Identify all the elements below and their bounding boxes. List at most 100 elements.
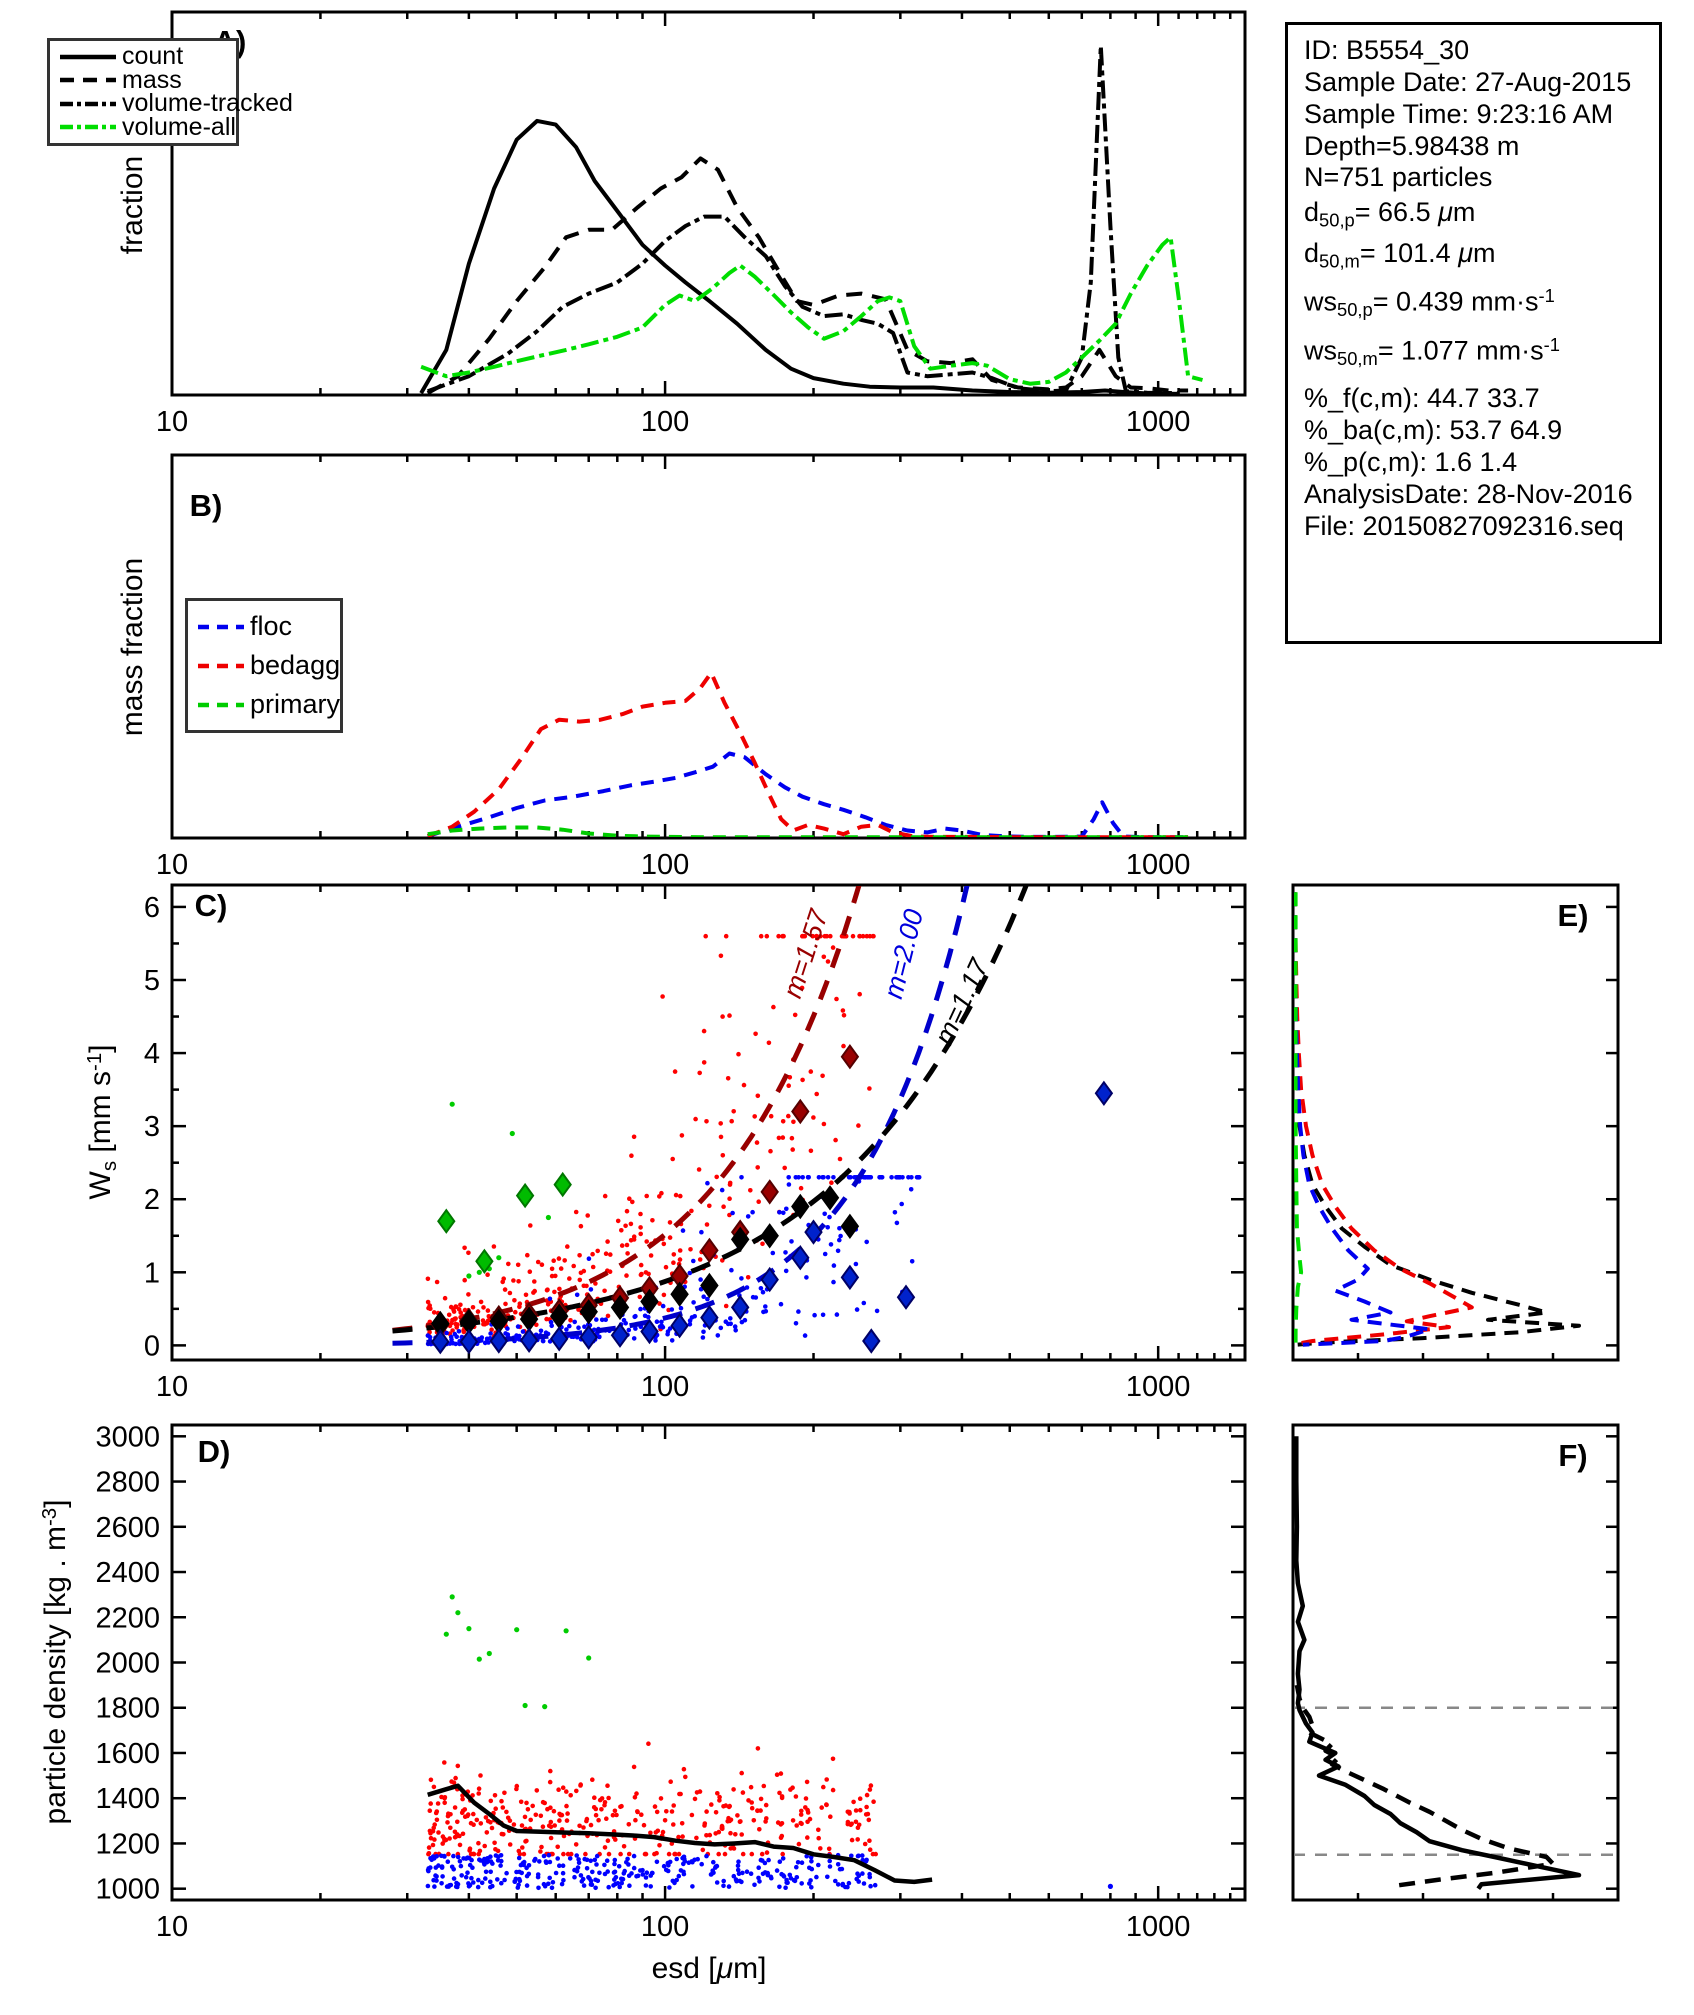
series-volume-all (420, 235, 1204, 386)
legend-label: volume-tracked (122, 89, 293, 118)
series-density-dist-mass (1294, 1684, 1556, 1889)
panel-C: 10 100 1000 0 1 2 3 4 5 6 (144, 883, 1247, 1403)
legend-label: primary (250, 689, 341, 719)
info-line-1: Sample Date: 27-Aug-2015 (1304, 66, 1632, 97)
panel-E-ticks (1356, 905, 1618, 1360)
legend-sample-line (60, 125, 116, 130)
info-line-8: ws50,m= 1.077 mm·s-1 (1304, 334, 1560, 369)
median-primary-diamonds (437, 1171, 572, 1275)
x-tick-label: 10 (156, 1371, 188, 1403)
series-floc (427, 751, 1189, 837)
x-tick-label: 10 (156, 406, 188, 438)
panel-letter-D: D) (197, 1434, 231, 1469)
legend-A-item-count: count (50, 42, 236, 71)
info-line-11: %_p(c,m): 1.6 1.4 (1304, 447, 1518, 478)
info-line-9: %_f(c,m): 44.7 33.7 (1304, 383, 1540, 414)
legend-sample-line (198, 663, 244, 668)
axis-ylabel-C: Ws [mm s-1] (83, 1044, 122, 1200)
legend-sample-line (198, 702, 244, 707)
panel-letter-E: E) (1557, 898, 1589, 933)
info-line-13: File: 20150827092316.seq (1304, 510, 1624, 541)
x-tick-label: 1000 (1126, 406, 1191, 438)
axis-ylabel-D: particle density [kg . m-3] (38, 1499, 73, 1825)
y-tick-label: 3000 (95, 1421, 160, 1453)
info-line-7: ws50,p= 0.439 mm·s-1 (1304, 284, 1555, 320)
y-tick-label: 1400 (95, 1783, 160, 1815)
legend-A: count mass volume-tracked volume-all (47, 38, 293, 146)
y-tick-label: 2200 (95, 1602, 160, 1634)
panel-letter-B: B) (189, 488, 223, 523)
legend-B-item-floc: floc (188, 607, 340, 646)
legend-label: bedagg (250, 650, 341, 680)
legend-sample-line (60, 54, 116, 59)
x-tick-label: 1000 (1126, 849, 1191, 881)
panel-D-ticks (170, 1425, 1245, 1900)
series-primary (427, 825, 1189, 837)
panel-F-plot (1294, 1436, 1617, 1891)
info-line-5: d50,p= 66.5 μm (1304, 197, 1476, 231)
panel-E-plot (1294, 892, 1581, 1347)
legend-sample-line (198, 624, 244, 629)
x-tick-label: 10 (156, 1911, 188, 1943)
info-line-12: AnalysisDate: 28-Nov-2016 (1304, 479, 1633, 509)
series-mass (426, 156, 1189, 394)
x-tick-label: 1000 (1126, 1911, 1191, 1943)
y-tick-label: 5 (144, 965, 160, 997)
panel-E (1291, 883, 1620, 1362)
y-tick-label: 3 (144, 1111, 160, 1143)
series-volume-tracked (427, 43, 1179, 394)
panel-A-border (170, 10, 1247, 397)
series-ws-dist-primary (1294, 892, 1304, 1344)
y-tick-label: 4 (144, 1038, 160, 1070)
panel-C-plot (392, 886, 1114, 1355)
panel-B-ticks (170, 455, 1232, 838)
legend-label: count (122, 42, 184, 71)
median-bedagg-diamonds (431, 1043, 860, 1338)
panel-D-border (170, 1423, 1247, 1902)
x-tick-label: 100 (641, 1911, 689, 1943)
legend-label: volume-all (122, 112, 236, 141)
fit-floc-curve (392, 886, 970, 1346)
floc-density-dots (425, 1852, 878, 1891)
info-line-6: d50,m= 101.4 μm (1304, 238, 1496, 272)
info-line-4: N=751 particles (1304, 162, 1493, 193)
y-tick-label: 2800 (95, 1467, 160, 1499)
legend-B: floc bedagg primary (185, 598, 343, 733)
panel-A-ticks (170, 12, 1232, 395)
series-density-dist-count (1294, 1436, 1582, 1891)
x-tick-label: 100 (641, 406, 689, 438)
info-line-0: ID: B5554_30 (1304, 35, 1470, 65)
y-tick-label: 1600 (95, 1738, 160, 1770)
series-bedagg (426, 670, 1189, 837)
legend-label: mass (122, 65, 182, 94)
panel-B-border (170, 453, 1247, 840)
primary-dots (449, 1101, 552, 1279)
panel-B: 10 100 1000 (156, 453, 1247, 881)
series-ws-dist-floc (1294, 892, 1432, 1347)
y-tick-label: 0 (144, 1330, 160, 1362)
primary-dots (443, 1594, 592, 1710)
panel-D-plot (425, 1594, 1113, 1891)
panel-B-plot (426, 670, 1189, 837)
axis-xlabel-esd: esd [μm] (651, 1952, 767, 1985)
y-tick-label: 2400 (95, 1557, 160, 1589)
legend-A-item-mass: mass (50, 65, 236, 94)
y-tick-label: 1 (144, 1257, 160, 1289)
legend-B-item-primary: primary (188, 685, 340, 724)
info-line-2: Sample Time: 9:23:16 AM (1304, 98, 1614, 129)
legend-label: floc (250, 611, 293, 641)
median-floc-diamonds (431, 1080, 1114, 1355)
info-line-3: Depth=5.98438 m (1304, 130, 1520, 161)
y-tick-label: 2600 (95, 1512, 160, 1544)
panel-C-border (170, 883, 1247, 1362)
panel-F (1291, 1423, 1620, 1902)
panel-A-plot (419, 43, 1204, 394)
panel-F-ticks (1356, 1435, 1618, 1900)
axis-ylabel-A: fraction (116, 155, 149, 255)
axis-ylabel-B: mass fraction (116, 557, 149, 737)
legend-A-item-volume-all: volume-all (50, 112, 236, 141)
y-tick-label: 6 (144, 892, 160, 924)
series-ws-dist-bedagg (1294, 892, 1474, 1346)
